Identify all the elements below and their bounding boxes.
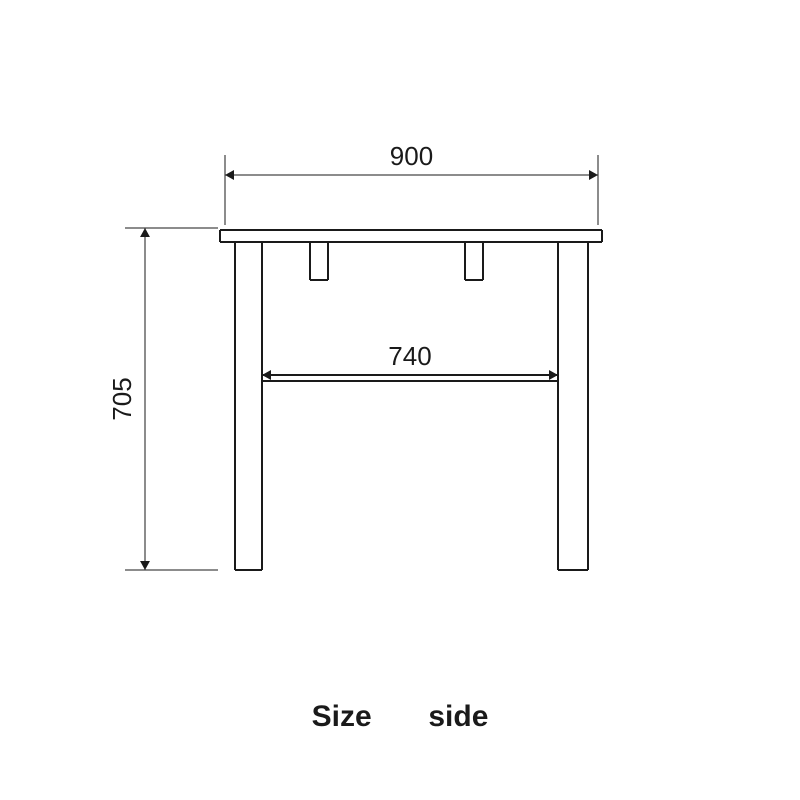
caption-size: Size — [312, 700, 372, 733]
table-side-view-diagram: 900 740 705 — [0, 0, 800, 800]
caption: Size side — [0, 700, 800, 734]
dimension-inner-label: 740 — [388, 341, 431, 371]
dimension-width-label: 900 — [390, 141, 433, 171]
dimension-height-label: 705 — [107, 377, 137, 420]
caption-view: side — [428, 700, 488, 733]
